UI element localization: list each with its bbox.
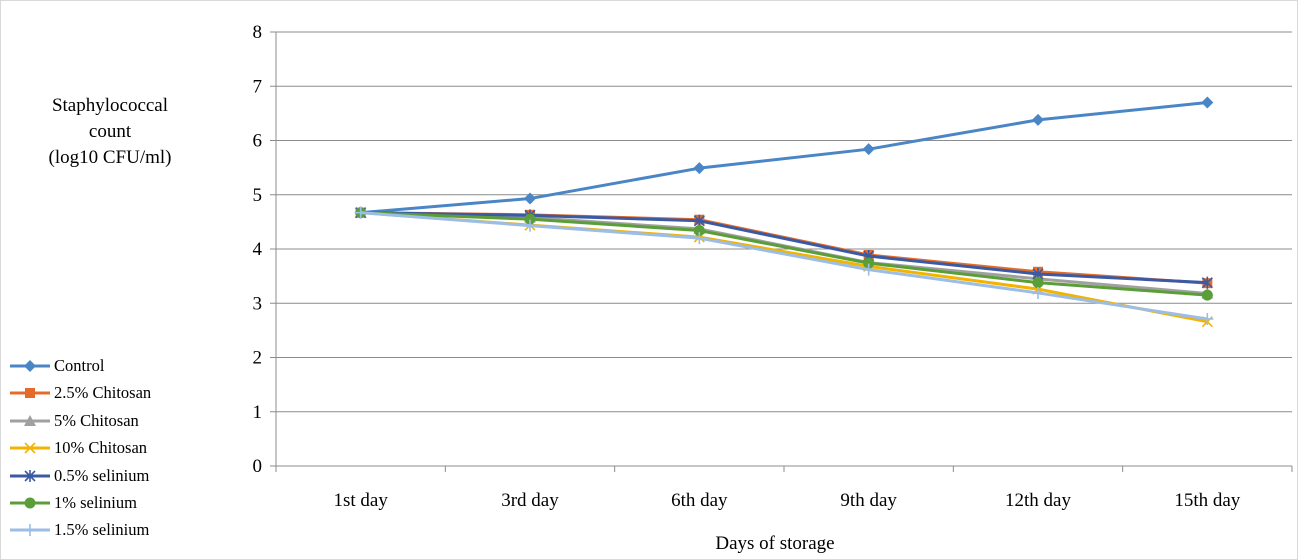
data-point [1032, 277, 1044, 289]
data-point [1032, 113, 1044, 126]
series-line [360, 211, 1208, 324]
data-point [862, 263, 875, 276]
series-control [354, 96, 1214, 219]
legend-swatch [10, 469, 50, 482]
x-tick-label: 1st day [333, 490, 388, 511]
legend-swatch [10, 414, 50, 426]
data-point [524, 219, 536, 232]
data-point [1201, 312, 1214, 325]
x-tick-labels: 1st day 3rd day 6th day 9th day 12th day 15th… [333, 490, 1240, 511]
series-line [360, 211, 1208, 285]
y-tick-labels: 0 1 2 3 4 5 6 7 8 [253, 22, 263, 477]
data-point [862, 143, 875, 156]
data-point [524, 213, 536, 225]
y-tick-label: 2 [253, 348, 263, 369]
y-tick-label: 5 [253, 185, 263, 206]
data-point [693, 232, 706, 245]
legend-swatch [10, 442, 50, 454]
data-point [693, 162, 706, 175]
data-point [24, 469, 36, 482]
data-point [24, 414, 36, 426]
y-axis-label: Staphylococcal count (log10 CFU/ml) [10, 93, 210, 171]
y-axis-label-line: count [88, 121, 132, 142]
x-axis-label: Days of storage [715, 533, 834, 554]
y-tick-label: 6 [253, 131, 263, 152]
series-10-chitosan [355, 207, 1213, 328]
series-1-selinium [355, 207, 1213, 301]
series-line [360, 211, 1208, 321]
legend-label: 10% Chitosan [54, 438, 148, 458]
legend-label: 5% Chitosan [54, 410, 139, 430]
legend-label: 1% selinium [54, 492, 137, 512]
series-line [360, 211, 1208, 297]
x-tick-label: 9th day [840, 490, 897, 511]
legend-swatch [10, 497, 50, 509]
data-point [25, 388, 35, 399]
data-point [1201, 96, 1214, 109]
gridlines [276, 31, 1292, 413]
data-point [24, 442, 36, 454]
data-point [863, 257, 875, 269]
series-lines [354, 96, 1214, 328]
x-tick-label: 3rd day [501, 490, 559, 511]
y-tick-label: 7 [253, 76, 263, 97]
x-tick-label: 12th day [1005, 490, 1071, 511]
legend-swatch [10, 524, 50, 537]
y-tick-label: 8 [253, 22, 263, 43]
legend-swatch [10, 388, 50, 399]
legend-label: 2.5% Chitosan [54, 383, 152, 403]
series-1-5-selinium [354, 206, 1214, 325]
y-tick-label: 1 [253, 402, 263, 423]
legend-label: 0.5% selinium [54, 465, 150, 485]
data-point [693, 214, 705, 227]
y-axis-label-line: (log10 CFU/ml) [48, 147, 172, 168]
legend-label: Control [54, 356, 105, 375]
data-point [1201, 276, 1213, 289]
data-point [24, 497, 36, 509]
y-tick-label: 4 [253, 239, 263, 260]
series-line [360, 101, 1208, 215]
y-tick-label: 3 [253, 293, 263, 314]
data-point [354, 206, 367, 219]
data-point [24, 360, 36, 372]
legend-swatch [10, 360, 50, 372]
data-point [24, 524, 36, 537]
legend-label: 1.5% selinium [54, 520, 150, 540]
data-point [524, 192, 536, 205]
y-axis-label-line: Staphylococcal [51, 95, 169, 116]
data-point [1201, 289, 1213, 301]
x-tick-label: 15th day [1174, 490, 1240, 511]
y-tick-label: 0 [253, 456, 263, 477]
axes [270, 31, 1293, 472]
data-point [1032, 286, 1044, 299]
x-tick-label: 6th day [671, 490, 728, 511]
data-point [693, 225, 705, 237]
